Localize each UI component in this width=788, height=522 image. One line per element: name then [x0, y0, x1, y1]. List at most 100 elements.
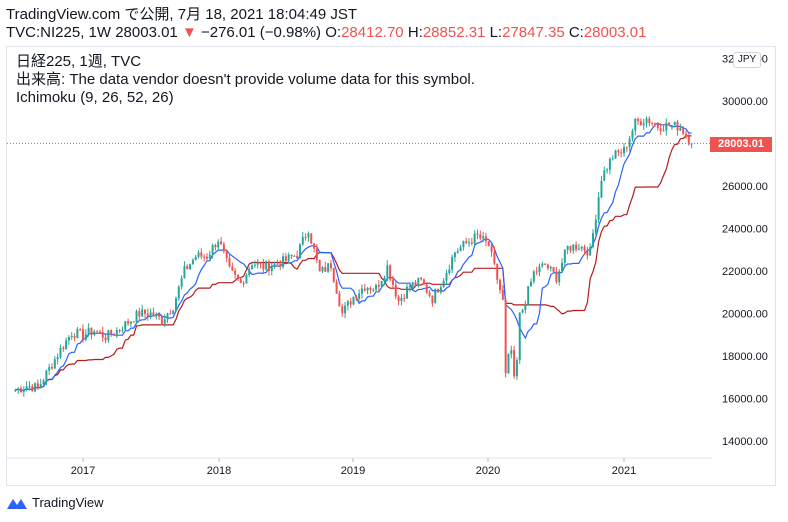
candle-body	[448, 269, 451, 274]
candle-body	[208, 254, 211, 259]
candle-body	[149, 312, 152, 317]
candle-body	[484, 236, 487, 242]
candle-body	[569, 245, 572, 251]
candle-body	[248, 269, 251, 275]
candle-body	[408, 286, 411, 288]
candle-body	[504, 299, 507, 374]
candle-body	[121, 329, 124, 331]
candle-body	[403, 297, 406, 299]
candle-body	[617, 150, 620, 153]
candle-body	[152, 312, 155, 317]
candle-body	[453, 252, 456, 258]
candle-body	[679, 127, 682, 131]
candle-body	[442, 280, 445, 288]
candle-body	[470, 242, 473, 244]
candle-body	[67, 337, 70, 341]
candle-body	[577, 248, 580, 250]
tradingview-logo-icon	[7, 498, 27, 509]
currency-badge[interactable]: JPY	[733, 52, 761, 68]
candle-body	[96, 331, 99, 333]
candle-body	[563, 249, 566, 263]
y-tick-label: 16000.00	[722, 394, 768, 406]
candle-body	[614, 150, 617, 159]
candle-body	[42, 380, 45, 385]
low-value: 27847.35	[502, 24, 565, 41]
candle-body	[594, 219, 597, 234]
y-tick-label: 22000.00	[722, 266, 768, 278]
candle-body	[431, 295, 434, 304]
close-value: 28003.01	[583, 24, 647, 41]
candle-body	[338, 293, 341, 307]
x-tick-label: 2021	[612, 465, 636, 477]
candle-body	[439, 287, 442, 293]
candle-body	[65, 340, 68, 350]
candle-body	[76, 329, 79, 338]
candle-body	[324, 267, 327, 272]
y-tick-label: 30000.00	[722, 96, 768, 108]
candle-body	[493, 251, 496, 264]
candle-body	[608, 159, 611, 170]
candle-body	[276, 263, 279, 265]
candle-body	[690, 143, 693, 145]
candle-body	[482, 236, 485, 239]
candle-body	[420, 278, 423, 280]
candle-body	[476, 233, 479, 235]
candle-body	[225, 251, 228, 259]
candle-body	[369, 287, 372, 290]
candle-body	[518, 312, 521, 361]
open-value: 28412.70	[341, 24, 404, 41]
candle-body	[465, 241, 468, 244]
candle-body	[25, 386, 28, 390]
candle-body	[437, 289, 440, 293]
candle-body	[344, 305, 347, 314]
legend-indicator[interactable]: Ichimoku (9, 26, 52, 26)	[16, 89, 174, 106]
candle-body	[459, 247, 462, 252]
candle-body	[386, 265, 389, 278]
candle-body	[48, 367, 51, 371]
candle-body	[222, 244, 225, 252]
candle-body	[549, 266, 552, 269]
candle-body	[341, 306, 344, 314]
candle-body	[189, 264, 192, 270]
candle-body	[115, 330, 118, 335]
candle-body	[422, 279, 425, 285]
candle-body	[600, 180, 603, 198]
candle-body	[158, 313, 161, 317]
candle-body	[307, 233, 310, 238]
tradingview-brand[interactable]: TradingView	[6, 495, 104, 510]
x-tick-label: 2019	[341, 465, 365, 477]
candle-body	[234, 270, 237, 275]
candle-body	[101, 331, 104, 338]
candle-body	[112, 334, 115, 336]
candle-body	[79, 329, 82, 331]
candle-body	[375, 284, 378, 290]
candle-body	[521, 309, 524, 313]
candle-body	[487, 241, 490, 246]
candle-body	[372, 289, 375, 291]
y-tick-label: 14000.00	[722, 436, 768, 448]
candle-body	[580, 246, 583, 249]
candle-body	[572, 244, 575, 251]
candle-body	[90, 327, 93, 335]
candle-body	[267, 261, 270, 271]
down-arrow-icon: ▼	[181, 24, 197, 41]
candle-body	[687, 136, 690, 145]
kijun-sen-line	[15, 135, 692, 391]
candle-body	[530, 281, 533, 287]
candle-body	[313, 243, 316, 249]
legend-volume: 出来高: The data vendor doesn't provide vol…	[16, 71, 475, 88]
candle-body	[662, 130, 665, 132]
candle-body	[293, 255, 296, 257]
candle-body	[597, 197, 600, 220]
candle-body	[637, 118, 640, 122]
chart-frame	[6, 46, 776, 486]
legend-symbol: 日経225, 1週, TVC	[16, 53, 142, 70]
candle-body	[456, 251, 459, 253]
candle-body	[146, 313, 149, 317]
candle-body	[20, 388, 23, 392]
candle-body	[586, 250, 589, 256]
candle-body	[53, 359, 56, 369]
candle-body	[527, 286, 530, 305]
candle-body	[135, 311, 138, 323]
candle-body	[631, 130, 634, 139]
